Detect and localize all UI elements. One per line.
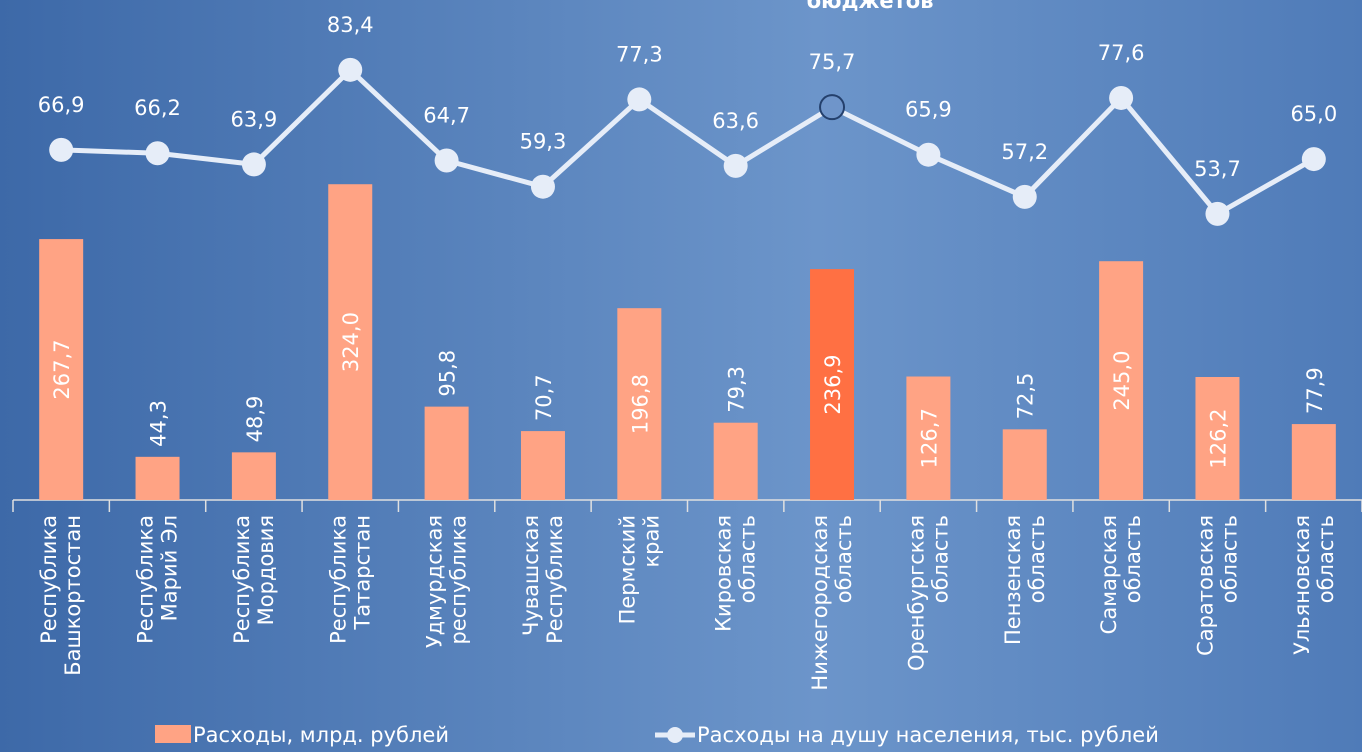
- line-value-label: 75,7: [809, 50, 856, 74]
- bar-value-label: 77,9: [1303, 367, 1327, 414]
- line-marker: [241, 152, 266, 177]
- line-marker: [1012, 184, 1037, 209]
- bar: [39, 239, 84, 501]
- bar-value-label: 126,7: [917, 408, 941, 468]
- line-value-label: 83,4: [327, 13, 374, 37]
- bar-value-label: 236,9: [821, 354, 845, 414]
- x-tick-label: Республика: [326, 515, 350, 644]
- bar-value-label: 126,2: [1206, 408, 1230, 468]
- x-tick-label: республика: [447, 515, 471, 645]
- x-tick-label: Ульяновская: [1290, 515, 1314, 655]
- line-value-label: 66,2: [134, 96, 181, 120]
- line-marker: [1301, 147, 1326, 172]
- bar: [906, 376, 951, 500]
- line-marker: [819, 94, 846, 121]
- line-marker: [723, 153, 748, 178]
- line-value-label: 57,2: [1001, 140, 1048, 164]
- bar-value-label: 95,8: [436, 350, 460, 397]
- x-tick-label: Республика: [230, 515, 254, 644]
- bar-value-label: 196,8: [628, 374, 652, 434]
- legend-swatch: [667, 727, 683, 743]
- bar-value-label: 70,7: [532, 374, 556, 421]
- line-value-label: 65,0: [1290, 102, 1337, 126]
- legend-label: Расходы, млрд. рублей: [193, 723, 449, 747]
- bar-value-label: 72,5: [1014, 373, 1038, 420]
- line-marker: [627, 87, 652, 112]
- bar: [713, 422, 758, 500]
- bar: [1002, 429, 1047, 500]
- bar-value-label: 245,0: [1110, 351, 1134, 411]
- x-tick-label: Татарстан: [350, 515, 374, 631]
- x-tick-label: Чувашская: [519, 515, 543, 636]
- x-tick-label: Республика: [37, 515, 61, 644]
- line-value-label: 65,9: [905, 98, 952, 122]
- line-value-label: 64,7: [423, 104, 470, 128]
- x-tick-label: область: [1314, 515, 1338, 603]
- x-tick-label: Марий Эл: [158, 515, 182, 621]
- x-tick-label: край: [639, 515, 663, 568]
- x-tick-label: Республика: [543, 515, 567, 644]
- bar-value-label: 44,3: [147, 400, 171, 447]
- bar: [424, 406, 469, 500]
- x-tick-label: Самарская: [1097, 515, 1121, 634]
- line-marker: [49, 137, 74, 162]
- bar: [1195, 376, 1240, 500]
- legend-swatch: [155, 725, 191, 743]
- legend-label: Расходы на душу населения, тыс. рублей: [697, 723, 1159, 747]
- bar: [810, 269, 855, 500]
- bar: [328, 184, 373, 501]
- line-value-label: 63,9: [231, 107, 278, 131]
- x-tick-label: Удмурдская: [423, 515, 447, 648]
- x-tick-label: Пермский: [615, 515, 639, 624]
- x-tick-label: область: [832, 515, 856, 603]
- bar-value-label: 79,3: [725, 366, 749, 413]
- x-tick-label: Башкортостан: [61, 515, 85, 676]
- line-marker: [1205, 201, 1230, 226]
- x-tick-label: Кировская: [712, 515, 736, 632]
- bar-value-label: 267,7: [50, 339, 74, 399]
- bar: [231, 452, 276, 500]
- bar: [1291, 424, 1336, 500]
- x-tick-label: область: [736, 515, 760, 603]
- x-tick-label: область: [1025, 515, 1049, 603]
- bar: [617, 308, 662, 500]
- x-tick-label: Нижегородская: [808, 515, 832, 691]
- bar: [135, 456, 180, 500]
- chart-title: бюджетов: [806, 0, 933, 13]
- x-tick-label: область: [1217, 515, 1241, 603]
- line-value-label: 63,6: [712, 109, 759, 133]
- line-marker: [434, 148, 459, 173]
- line-marker: [145, 141, 170, 166]
- x-tick-label: область: [1121, 515, 1145, 603]
- x-tick-label: Пензенская: [1001, 515, 1025, 645]
- x-tick-label: Оренбургская: [904, 515, 928, 671]
- x-tick-label: Саратовская: [1193, 515, 1217, 656]
- bar-value-label: 324,0: [339, 312, 363, 372]
- x-tick-label: Республика: [134, 515, 158, 644]
- line-marker: [1109, 85, 1134, 110]
- line-value-label: 59,3: [520, 130, 567, 154]
- bar: [520, 431, 565, 500]
- line: [61, 66, 1316, 218]
- line-marker: [916, 142, 941, 167]
- x-tick-label: Мордовия: [254, 515, 278, 625]
- x-tick-label: область: [928, 515, 952, 603]
- line-value-label: 77,3: [616, 42, 663, 66]
- line-marker: [338, 57, 363, 82]
- bar: [1099, 261, 1144, 500]
- line-value-label: 66,9: [38, 93, 85, 117]
- line-value-label: 53,7: [1194, 157, 1241, 181]
- line-value-label: 77,6: [1098, 41, 1145, 65]
- bar-value-label: 48,9: [243, 396, 267, 443]
- line-marker: [530, 174, 555, 199]
